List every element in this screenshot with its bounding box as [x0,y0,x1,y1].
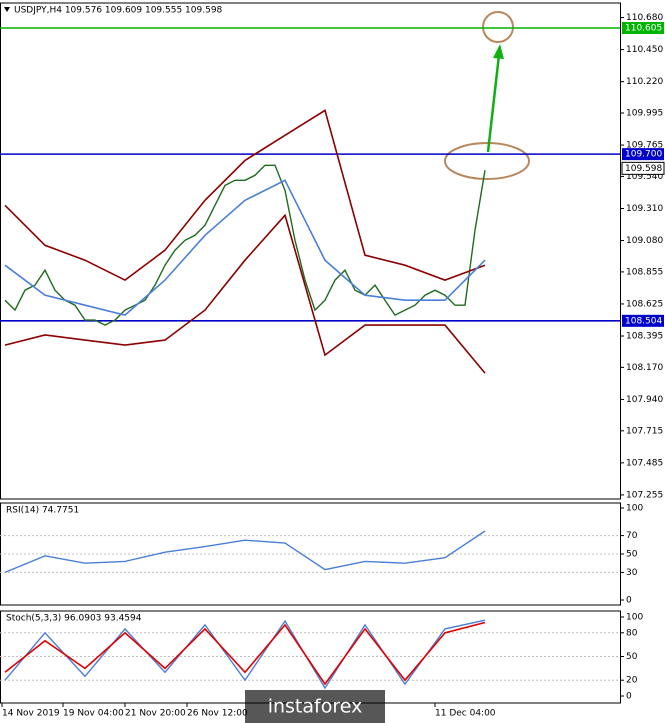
watermark-box [245,690,385,723]
y-tick-label: 107.255 [626,490,663,500]
annotation-ellipse [482,11,514,43]
current-price-box [621,161,665,175]
y-tick-label: 80 [626,628,638,638]
y-tick-label: 70 [626,531,638,541]
level-price-box [622,21,664,34]
y-tick-label: 0 [626,596,632,606]
indicator-line [4,179,486,316]
level-price-box [622,314,664,327]
x-tick-label: 26 Nov 12:00 [187,709,248,719]
indicator-line [4,621,486,686]
level-price-label: 108.504 [625,316,662,326]
y-tick-label: 108.855 [626,267,663,277]
watermark [245,690,385,723]
y-tick-label: 109.765 [626,141,663,151]
y-tick-label: 30 [626,568,638,578]
y-tick-label: 108.625 [626,299,663,309]
y-tick-label: 100 [626,613,643,623]
x-tick-label: 14 Nov 2019 [2,709,60,719]
y-tick-label: 50 [626,652,638,662]
y-tick-label: 110.450 [626,45,663,55]
y-tick-label: 109.080 [626,236,663,246]
y-tick-label: 108.170 [626,363,663,373]
y-tick-label: 50 [626,550,638,560]
annotation-ellipse [444,142,530,180]
indicator-line [4,619,486,690]
x-tick-label: 21 Nov 20:00 [125,709,186,719]
target-arrow [486,54,501,153]
indicator-title: RSI(14) 74.7751 [6,506,79,516]
indicator-line [4,530,486,574]
level-price-box [622,148,664,161]
y-tick-label: 0 [626,692,632,702]
indicator-title: Stoch(5,3,3) 96.0903 93.4594 [6,614,142,624]
current-price-label: 109.598 [625,164,662,174]
indicator-line [4,213,486,374]
y-tick-label: 107.485 [626,458,663,468]
indicator-line [4,109,486,282]
y-tick-label: 108.395 [626,332,663,342]
x-tick-label: 19 Nov 04:00 [63,709,124,719]
y-tick-label: 109.540 [626,172,663,182]
level-price-label: 109.700 [625,150,662,160]
arrow-head [493,44,504,59]
y-tick-label: 107.715 [626,426,663,436]
y-tick-label: 110.680 [626,13,663,23]
y-tick-label: 100 [626,504,643,514]
y-tick-label: 109.995 [626,109,663,119]
y-tick-label: 20 [626,676,638,686]
y-tick-label: 110.220 [626,77,663,87]
y-tick-label: 109.310 [626,204,663,214]
menu-triangle[interactable] [4,7,10,12]
x-tick-label: 11 Dec 04:00 [435,709,496,719]
y-tick-label: 107.940 [626,395,663,405]
panel-frame [0,2,621,500]
chart-header: USDJPY,H4 109.576 109.609 109.555 109.59… [14,6,223,16]
level-price-label: 110.605 [625,23,662,33]
watermark-text: instaforex [268,696,363,718]
indicator-line [4,164,486,326]
